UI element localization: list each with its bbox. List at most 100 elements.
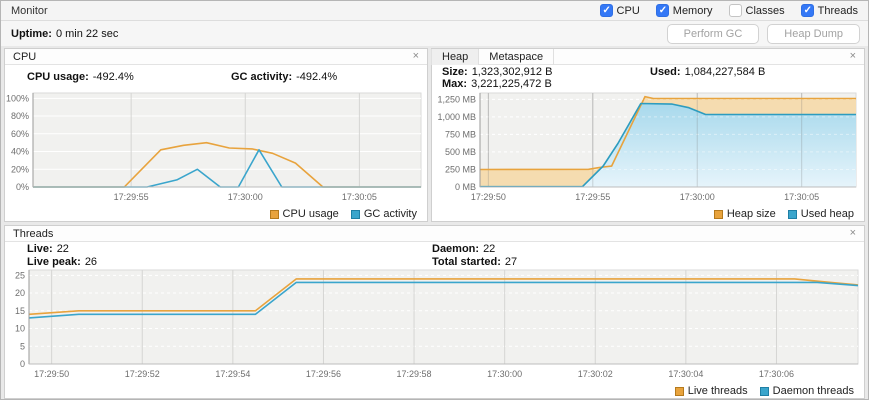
checkbox-classes-label: Classes <box>745 4 785 17</box>
threads-stats: Live: 22 Live peak: 26 Daemon: 22 Total sta… <box>5 242 864 268</box>
svg-text:100%: 100% <box>6 93 29 103</box>
cpu-panel-title: CPU <box>13 50 37 63</box>
cpu-panel-header: CPU × <box>5 49 427 65</box>
checkbox-memory[interactable]: Memory <box>655 4 713 17</box>
tab-metaspace[interactable]: Metaspace <box>479 48 555 65</box>
svg-text:17:30:00: 17:30:00 <box>228 192 263 202</box>
checkbox-classes[interactable]: Classes <box>728 4 785 17</box>
threads-total-started-value: 27 <box>504 256 518 268</box>
legend-label: Daemon threads <box>772 385 854 397</box>
legend-item: Used heap <box>787 208 854 220</box>
svg-text:15: 15 <box>15 306 25 316</box>
heap-chart-legend: Heap size Used heap <box>432 207 864 221</box>
threads-panel-title: Threads <box>13 227 54 240</box>
metric-checkbox-group: CPU Memory Classes Threads <box>599 4 858 17</box>
action-buttons: Perform GC Heap Dump <box>666 23 860 44</box>
heap-dump-button[interactable]: Heap Dump <box>767 23 860 44</box>
svg-text:0 MB: 0 MB <box>455 182 476 192</box>
uptime-label: Uptime: <box>11 27 52 40</box>
checkbox-classes-box[interactable] <box>728 4 742 17</box>
checkbox-threads-box[interactable] <box>800 4 814 17</box>
svg-text:17:30:00: 17:30:00 <box>680 192 715 202</box>
svg-text:250 MB: 250 MB <box>445 164 476 174</box>
svg-text:5: 5 <box>20 341 25 351</box>
heap-used-stat: Used: 1,084,227,584 B <box>650 66 765 78</box>
heap-tabs: Heap Metaspace <box>431 48 555 65</box>
heap-max-value: 3,221,225,472 B <box>471 78 552 90</box>
gc-activity-stat: GC activity: -492.4% <box>231 71 337 83</box>
threads-daemon-value: 22 <box>483 243 496 255</box>
close-icon[interactable]: × <box>849 227 856 239</box>
threads-live-peak-value: 26 <box>84 256 98 268</box>
heap-used-value: 1,084,227,584 B <box>684 66 766 78</box>
legend-swatch-icon <box>350 209 360 219</box>
cpu-chart-legend: CPU usage GC activity <box>5 207 427 221</box>
svg-text:20%: 20% <box>11 164 29 174</box>
svg-text:17:29:50: 17:29:50 <box>471 192 506 202</box>
legend-swatch-icon <box>674 386 684 396</box>
legend-label: Heap size <box>726 208 776 220</box>
threads-chart-legend: Live threads Daemon threads <box>5 384 864 398</box>
checkbox-cpu-box[interactable] <box>599 4 613 17</box>
heap-used-label: Used: <box>650 66 681 78</box>
legend-label: CPU usage <box>282 208 339 220</box>
cpu-usage-value: -492.4% <box>92 71 134 83</box>
svg-text:17:29:56: 17:29:56 <box>306 369 341 379</box>
svg-text:60%: 60% <box>11 129 29 139</box>
legend-swatch-icon <box>759 386 769 396</box>
svg-text:17:29:55: 17:29:55 <box>575 192 610 202</box>
threads-chart: 0 5 10 15 20 25 17:29:50 17:29:52 17:29:54 17:29:… <box>15 269 859 379</box>
legend-label: Live threads <box>687 385 748 397</box>
svg-text:17:30:05: 17:30:05 <box>342 192 377 202</box>
svg-text:40%: 40% <box>11 147 29 157</box>
svg-text:10: 10 <box>15 324 25 334</box>
heap-panel: Heap Metaspace × Size: 1,323,302,912 B Ma… <box>431 48 865 222</box>
svg-text:1,250 MB: 1,250 MB <box>437 94 476 104</box>
tab-heap[interactable]: Heap <box>431 48 480 65</box>
svg-text:17:29:52: 17:29:52 <box>125 369 160 379</box>
svg-text:17:29:50: 17:29:50 <box>34 369 69 379</box>
svg-text:17:29:58: 17:29:58 <box>397 369 432 379</box>
svg-text:0: 0 <box>20 359 25 369</box>
svg-text:17:29:54: 17:29:54 <box>215 369 250 379</box>
close-icon[interactable]: × <box>849 50 856 62</box>
checkbox-memory-box[interactable] <box>655 4 669 17</box>
threads-daemon-stat: Daemon: 22 <box>432 243 495 255</box>
svg-text:80%: 80% <box>11 111 29 121</box>
checkbox-threads[interactable]: Threads <box>800 4 858 17</box>
svg-text:17:30:06: 17:30:06 <box>759 369 794 379</box>
cpu-panel: CPU × CPU usage: -492.4% GC activity: -492… <box>4 48 428 222</box>
legend-swatch-icon <box>269 209 279 219</box>
cpu-stats: CPU usage: -492.4% GC activity: -492.4% <box>5 65 427 89</box>
svg-text:17:30:02: 17:30:02 <box>578 369 613 379</box>
svg-text:20: 20 <box>15 288 25 298</box>
heap-max-label: Max: <box>442 78 468 90</box>
legend-label: Used heap <box>800 208 854 220</box>
threads-daemon-label: Daemon: <box>432 243 480 255</box>
threads-live-peak-label: Live peak: <box>27 256 81 268</box>
legend-label: GC activity <box>363 208 417 220</box>
legend-item: Live threads <box>674 385 748 397</box>
monitor-titlebar: Monitor CPU Memory Classes Threads <box>1 1 868 21</box>
heap-max-stat: Max: 3,221,225,472 B <box>442 78 552 90</box>
checkbox-cpu[interactable]: CPU <box>599 4 640 17</box>
cpu-chart: 0% 20% 40% 60% 80% 100% 17:29:55 17:30:00 17:30:… <box>6 92 422 202</box>
svg-text:25: 25 <box>15 270 25 280</box>
checkbox-memory-label: Memory <box>672 4 713 17</box>
close-icon[interactable]: × <box>412 50 419 62</box>
svg-text:0%: 0% <box>16 182 29 192</box>
svg-text:500 MB: 500 MB <box>445 147 476 157</box>
svg-text:750 MB: 750 MB <box>445 129 476 139</box>
svg-text:1,000 MB: 1,000 MB <box>437 112 476 122</box>
svg-text:17:30:05: 17:30:05 <box>784 192 819 202</box>
perform-gc-button[interactable]: Perform GC <box>666 23 760 44</box>
uptime: Uptime: 0 min 22 sec <box>9 28 118 40</box>
threads-live-value: 22 <box>56 243 69 255</box>
svg-text:17:29:55: 17:29:55 <box>114 192 149 202</box>
checkbox-cpu-label: CPU <box>616 4 640 17</box>
gc-activity-value: -492.4% <box>296 71 338 83</box>
legend-item: GC activity <box>350 208 417 220</box>
threads-live-stat: Live: 22 <box>27 243 69 255</box>
legend-swatch-icon <box>787 209 797 219</box>
